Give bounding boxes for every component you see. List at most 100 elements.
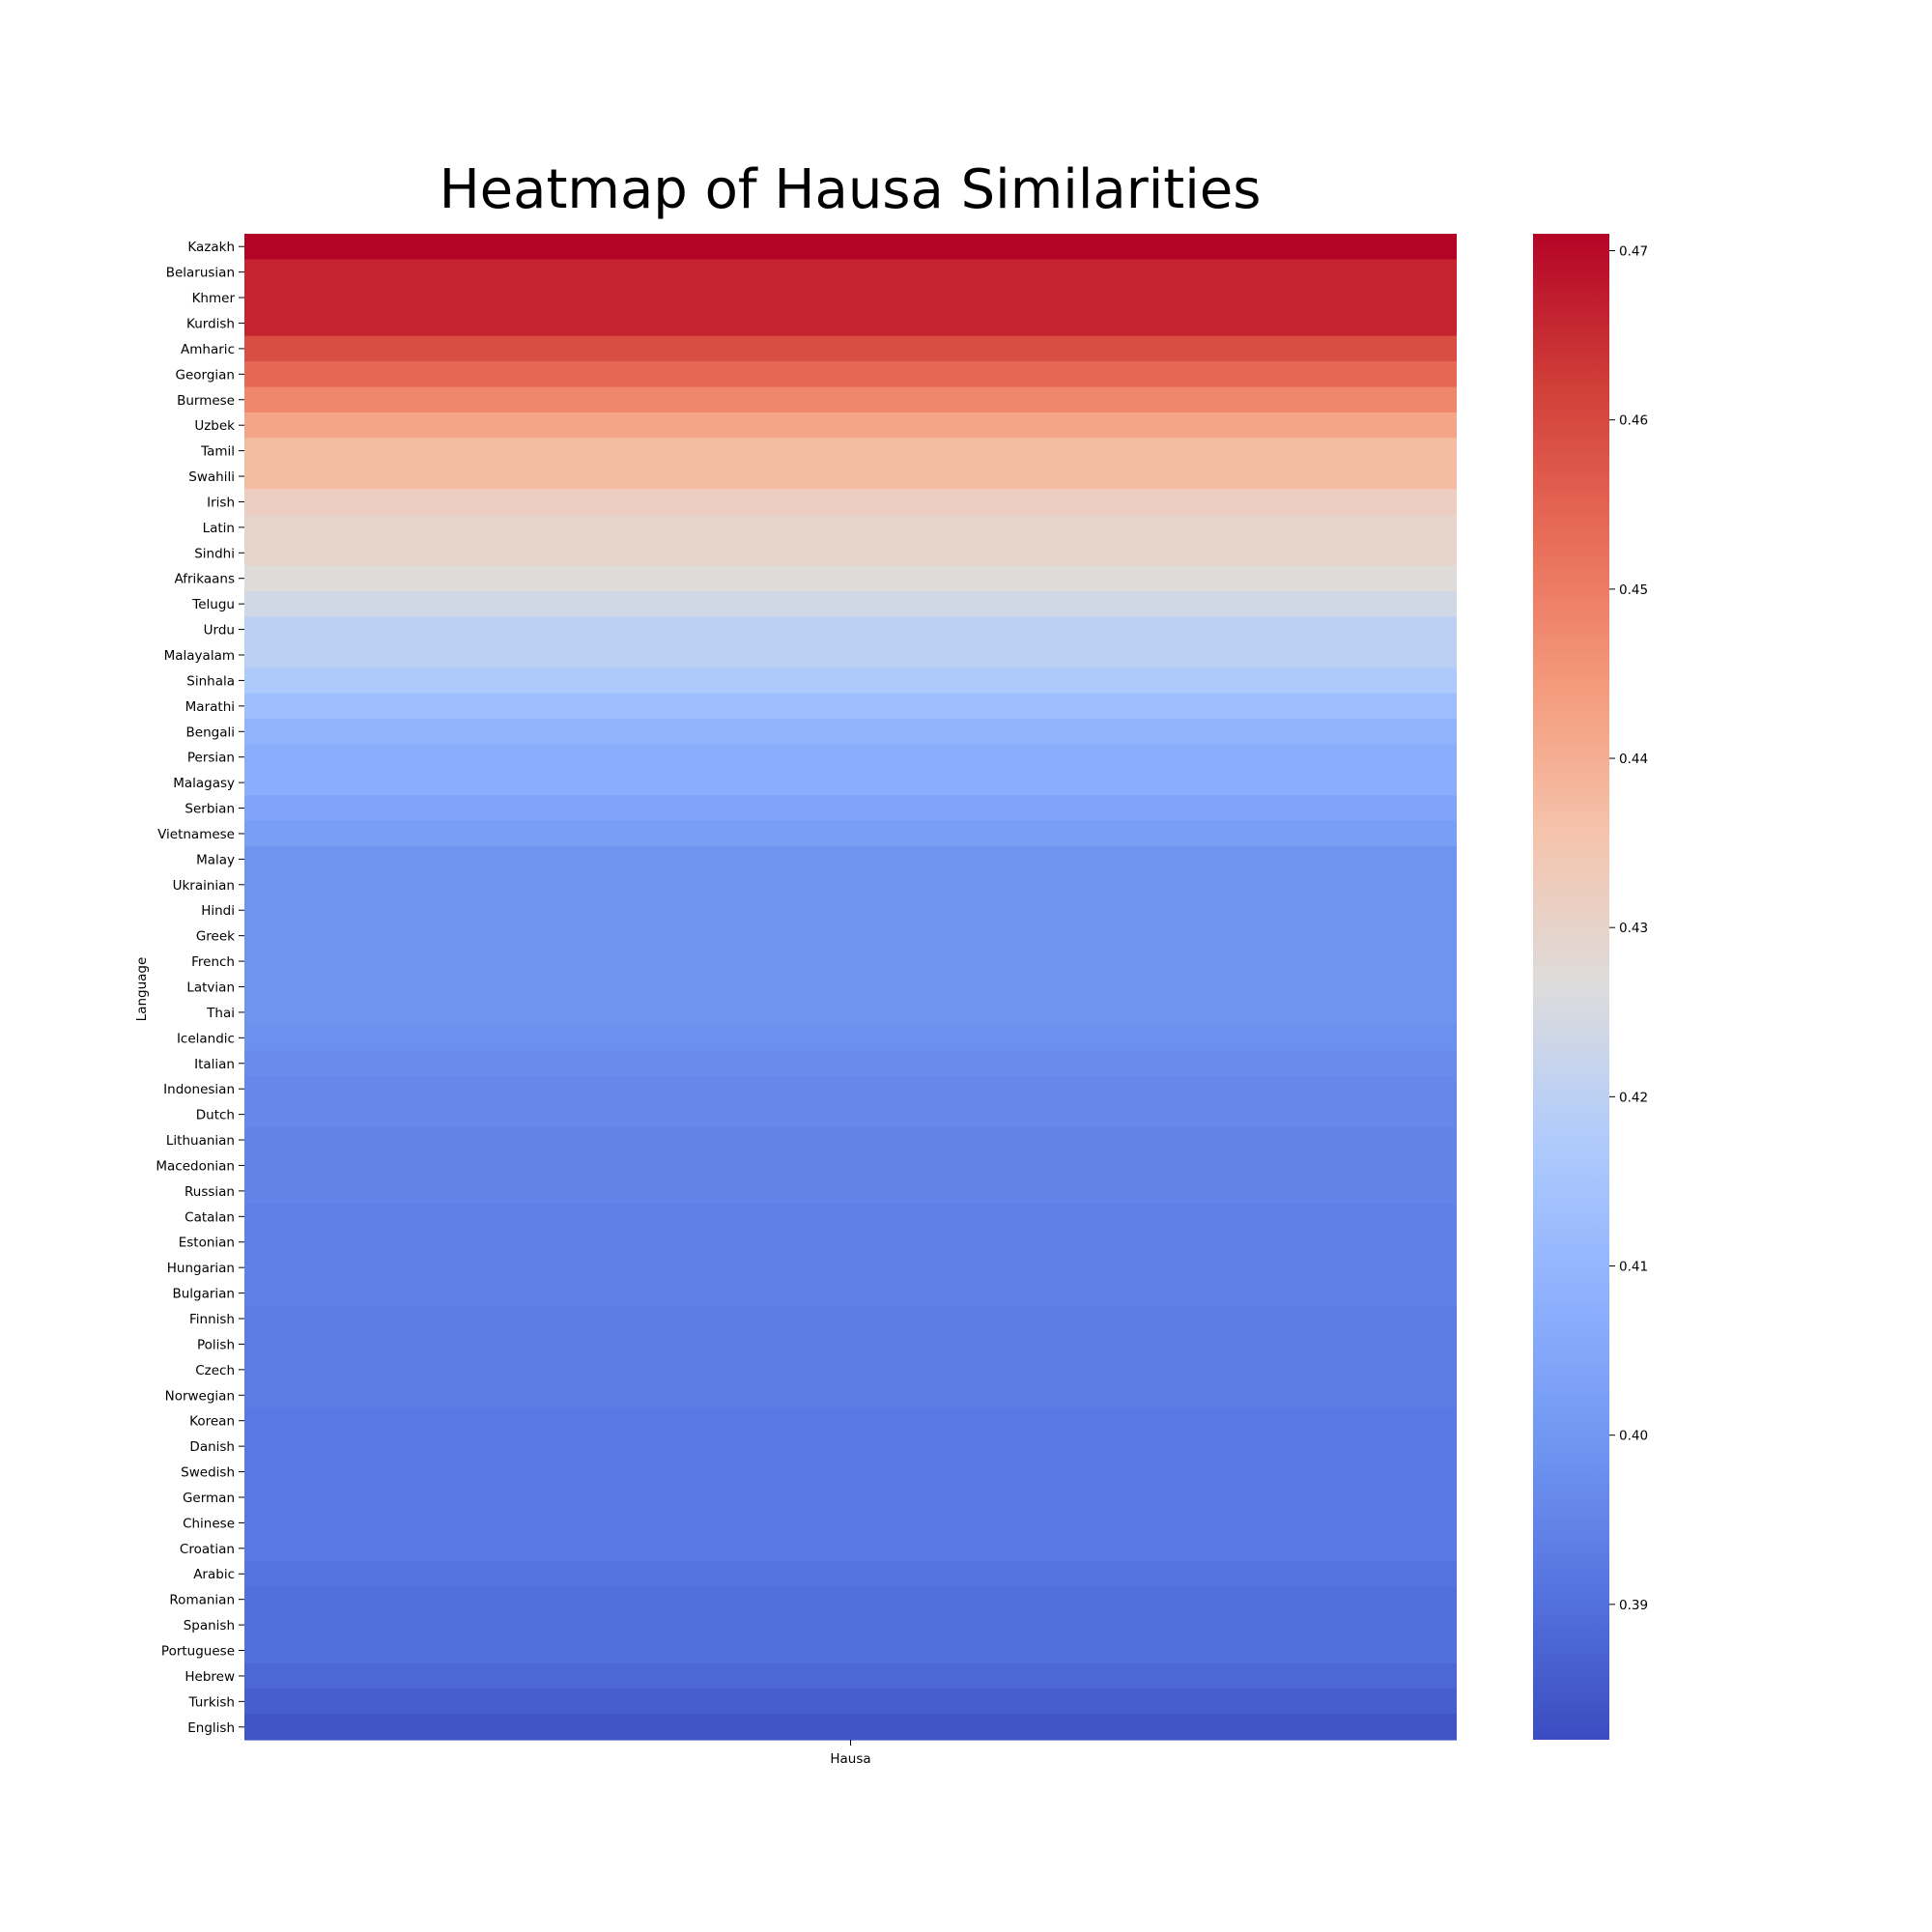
heatmap-cell — [244, 1305, 1457, 1332]
heatmap-cell — [244, 361, 1457, 388]
heatmap-cell — [244, 795, 1457, 822]
y-tick-label: Vietnamese — [157, 827, 235, 842]
colorbar-gradient — [1533, 234, 1609, 1740]
y-tick-label: Afrikaans — [174, 572, 235, 587]
y-tick-label: Malagasy — [173, 776, 235, 791]
heatmap-cell — [244, 616, 1457, 643]
y-tick-label: Irish — [207, 495, 235, 510]
y-axis-title: Language — [134, 957, 150, 1022]
heatmap-cell — [244, 1459, 1457, 1486]
y-tick-label: Arabic — [193, 1567, 235, 1582]
heatmap-cell — [244, 1510, 1457, 1537]
heatmap-cell — [244, 335, 1457, 362]
heatmap-cell — [244, 641, 1457, 668]
y-tick-label: Sinhala — [186, 673, 235, 689]
y-tick-label: Belarusian — [166, 266, 235, 281]
chart-title: Heatmap of Hausa Similarities — [440, 158, 1262, 221]
heatmap-cell — [244, 310, 1457, 337]
heatmap-cell — [244, 744, 1457, 771]
heatmap-cell — [244, 846, 1457, 873]
heatmap-cell — [244, 999, 1457, 1026]
y-tick-label: Estonian — [179, 1236, 235, 1251]
colorbar-tick-label: 0.40 — [1619, 1429, 1648, 1444]
heatmap-cell — [244, 1561, 1457, 1588]
y-tick-label: Hungarian — [167, 1261, 235, 1276]
y-tick-label: Thai — [206, 1006, 235, 1021]
heatmap-cell — [244, 1611, 1457, 1638]
heatmap-cell — [244, 489, 1457, 516]
heatmap-cell — [244, 1254, 1457, 1281]
y-tick-label: Czech — [195, 1363, 235, 1378]
heatmap-cell — [244, 1407, 1457, 1435]
x-axis: Hausa — [830, 1740, 871, 1767]
heatmap-cell — [244, 259, 1457, 286]
y-tick-label: Indonesian — [163, 1082, 235, 1097]
heatmap-cell — [244, 1025, 1457, 1052]
y-tick-label: Icelandic — [177, 1031, 235, 1046]
y-tick-label: Hindi — [201, 903, 235, 919]
heatmap-cell — [244, 590, 1457, 617]
y-tick-label: Khmer — [192, 291, 236, 306]
heatmap-cell — [244, 974, 1457, 1001]
heatmap-cell — [244, 514, 1457, 541]
y-tick-label: Lithuanian — [166, 1133, 235, 1149]
y-tick-label: Italian — [194, 1057, 235, 1072]
heatmap-cell — [244, 1152, 1457, 1179]
y-tick-label: Bengali — [186, 724, 235, 740]
heatmap-cell — [244, 923, 1457, 950]
heatmap-cell — [244, 693, 1457, 720]
heatmap-cell — [244, 1075, 1457, 1103]
heatmap-cell — [244, 668, 1457, 695]
heatmap-cell — [244, 1204, 1457, 1231]
y-tick-label: English — [187, 1720, 235, 1736]
y-tick-label: Dutch — [196, 1108, 235, 1123]
colorbar-tick-label: 0.41 — [1619, 1260, 1648, 1275]
y-tick-label: Swedish — [181, 1465, 235, 1481]
heatmap-cell — [244, 820, 1457, 847]
colorbar-tick-label: 0.43 — [1619, 921, 1648, 936]
heatmap-cell — [244, 1126, 1457, 1153]
y-tick-label: Turkish — [188, 1694, 235, 1710]
y-tick-label: Uzbek — [194, 418, 235, 434]
heatmap-cell — [244, 412, 1457, 439]
colorbar-tick-label: 0.47 — [1619, 244, 1648, 260]
y-axis: Kazakh Belarusian Khmer Kurdish Amharic Georg… — [156, 240, 244, 1736]
y-tick-label: Malay — [196, 852, 235, 867]
heatmap-cell — [244, 1662, 1457, 1690]
heatmap-cell — [244, 565, 1457, 592]
y-tick-label: Malayalam — [164, 648, 235, 664]
heatmap-cells — [244, 234, 1457, 1741]
heatmap-cell — [244, 1229, 1457, 1256]
y-tick-label: Romanian — [169, 1593, 235, 1608]
y-tick-label: Korean — [189, 1414, 235, 1430]
y-tick-label: Macedonian — [156, 1158, 235, 1174]
heatmap-cell — [244, 438, 1457, 465]
y-tick-label: Persian — [187, 751, 235, 766]
heatmap-cell — [244, 948, 1457, 975]
colorbar: 0.39 0.40 0.41 0.42 0.43 0.44 0.45 0.46 0.47 — [1533, 234, 1648, 1740]
heatmap-cell — [244, 540, 1457, 567]
heatmap-cell — [244, 386, 1457, 413]
y-tick-label: Georgian — [176, 367, 236, 383]
y-tick-label: Sindhi — [194, 546, 235, 561]
heatmap-cell — [244, 284, 1457, 311]
heatmap-cell — [244, 897, 1457, 924]
y-tick-label: Amharic — [181, 342, 235, 357]
y-tick-label: Greek — [196, 929, 235, 945]
heatmap-cell — [244, 1050, 1457, 1077]
y-tick-label: Catalan — [185, 1209, 235, 1225]
y-tick-label: Burmese — [177, 393, 235, 409]
y-tick-label: Bulgarian — [172, 1287, 235, 1302]
y-tick-label: Croatian — [180, 1542, 235, 1557]
colorbar-tick-label: 0.44 — [1619, 752, 1648, 767]
y-tick-label: Marathi — [185, 699, 235, 715]
y-tick-label: Kurdish — [186, 316, 235, 331]
colorbar-tick-label: 0.42 — [1619, 1090, 1648, 1105]
heatmap-cell — [244, 463, 1457, 490]
y-tick-label: French — [191, 954, 235, 970]
heatmap-cell — [244, 1101, 1457, 1128]
y-tick-label: Spanish — [184, 1618, 235, 1634]
heatmap-cell — [244, 1433, 1457, 1460]
y-tick-label: Portuguese — [161, 1644, 235, 1660]
